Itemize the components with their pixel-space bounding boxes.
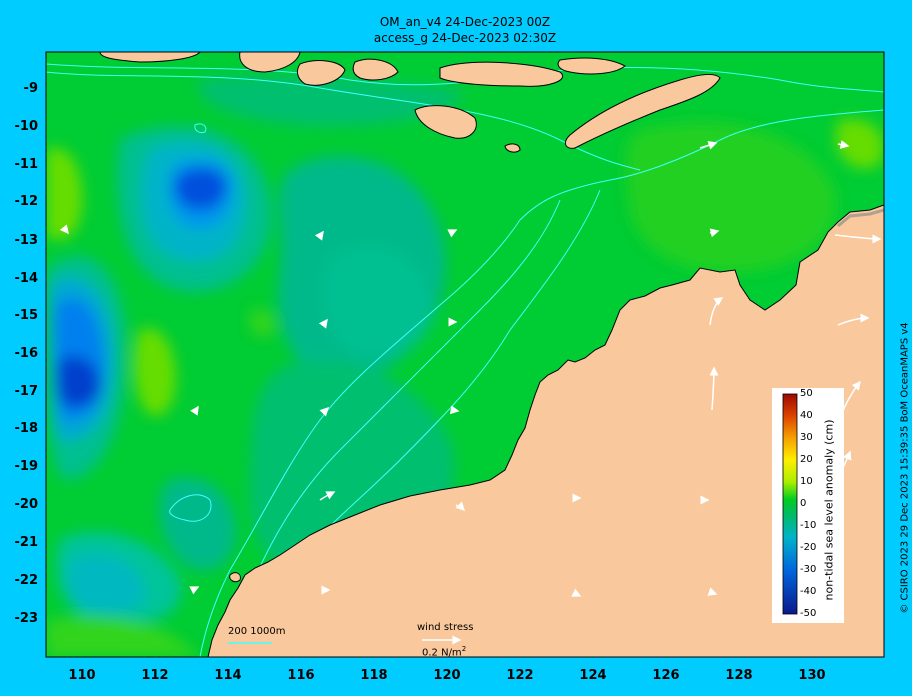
lat-tick: -14 (14, 271, 39, 286)
colorbar-tick: 30 (800, 432, 813, 443)
lon-tick: 114 (214, 668, 242, 683)
colorbar-tick: 50 (800, 388, 813, 399)
landmass (99, 52, 884, 657)
colorbar-tick: 0 (800, 498, 807, 509)
lat-tick: -13 (14, 233, 39, 248)
lon-tick: 124 (579, 668, 607, 683)
lon-tick: 110 (68, 668, 96, 683)
wind-stress-legend-label: wind stress (417, 622, 474, 633)
lat-tick: -12 (14, 194, 39, 209)
lon-tick: 118 (360, 668, 388, 683)
lon-tick: 122 (506, 668, 534, 683)
lon-tick: 130 (798, 668, 826, 683)
lon-tick: 128 (725, 668, 753, 683)
map-title-line2: access_g 24-Dec-2023 02:30Z (373, 31, 557, 45)
lon-tick: 120 (433, 668, 461, 683)
colorbar-label: non-tidal sea level anomaly (cm) (822, 419, 836, 601)
wind-scale-value: 0.2 N/m (422, 647, 462, 659)
lat-tick: -17 (14, 384, 39, 399)
lon-tick: 126 (652, 668, 680, 683)
wind-scale-exponent: 2 (461, 645, 467, 653)
colorbar-tick: 40 (800, 410, 813, 421)
lon-tick: 112 (141, 668, 169, 683)
map-frame (45, 51, 885, 658)
lat-tick: -9 (23, 81, 38, 96)
colorbar-tick: 10 (800, 476, 813, 487)
lat-tick: -10 (14, 119, 39, 134)
lat-tick: -16 (14, 346, 39, 361)
colorbar-tick: -20 (800, 542, 817, 553)
depth-contour-legend: 200 1000m (228, 626, 286, 637)
colorbar-tick: 20 (800, 454, 813, 465)
colorbar-tick: -40 (800, 586, 817, 597)
colorbar-tick: -50 (800, 608, 817, 619)
colorbar (782, 393, 798, 615)
lat-tick: -20 (14, 497, 39, 512)
credit-text: © CSIRO 2023 29 Dec 2023 15:39:35 BoM Oc… (899, 322, 911, 614)
lat-tick: -18 (14, 421, 39, 436)
lat-tick: -11 (14, 157, 39, 172)
wind-stress-arrows (59, 140, 882, 597)
map-title-line1: OM_an_v4 24-Dec-2023 00Z (379, 15, 551, 29)
lat-tick: -15 (14, 308, 39, 323)
colorbar-tick: -30 (800, 564, 817, 575)
wind-scale-legend: 0.2 N/m2 (422, 645, 466, 658)
lat-tick: -22 (14, 573, 39, 588)
lon-tick: 116 (287, 668, 315, 683)
lat-tick: -21 (14, 535, 39, 550)
lat-tick: -19 (14, 459, 39, 474)
lat-tick: -23 (14, 611, 39, 626)
anomaly-field (46, 75, 884, 657)
colorbar-tick: -10 (800, 520, 817, 531)
